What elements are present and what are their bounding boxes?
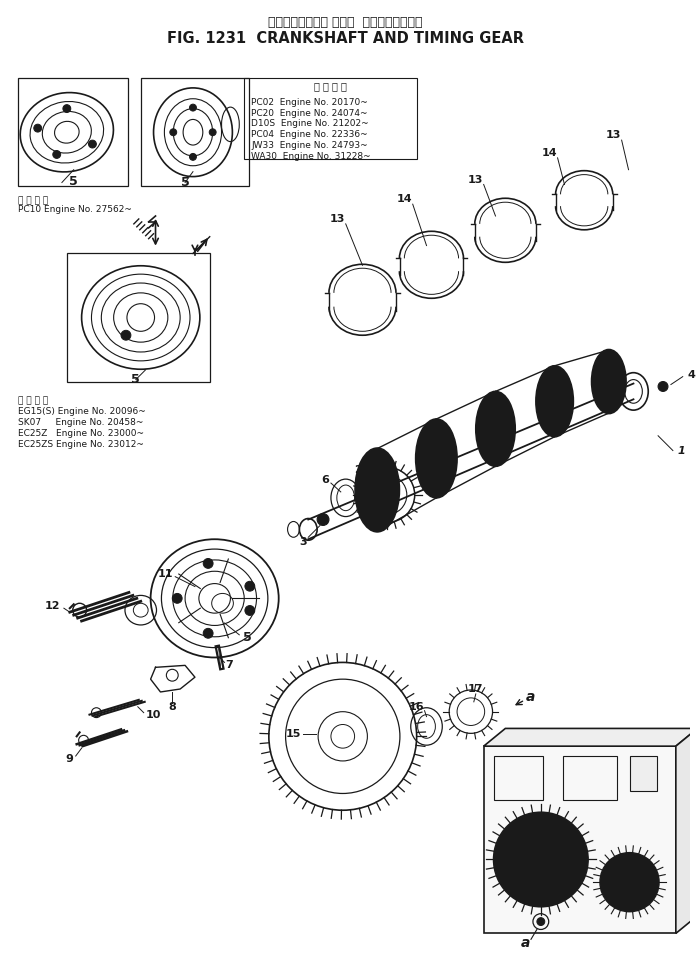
Text: 1: 1 [677,445,686,456]
Text: D10S  Engine No. 21202~: D10S Engine No. 21202~ [251,120,369,129]
Ellipse shape [415,419,457,498]
Text: SK07     Engine No. 20458~: SK07 Engine No. 20458~ [17,418,143,427]
Text: 13: 13 [468,174,484,184]
Text: EC25ZS Engine No. 23012~: EC25ZS Engine No. 23012~ [17,439,144,449]
Text: PC02  Engine No. 20170~: PC02 Engine No. 20170~ [251,97,368,107]
Ellipse shape [355,448,399,532]
Text: 13: 13 [606,131,622,140]
Bar [67,253,210,382]
Bar [629,756,657,791]
Circle shape [245,581,255,591]
Text: PC04  Engine No. 22336~: PC04 Engine No. 22336~ [251,131,368,139]
Ellipse shape [536,366,574,436]
Text: 5: 5 [70,175,78,188]
Text: 13: 13 [330,214,346,224]
Circle shape [658,382,668,392]
Text: PC20  Engine No. 24074~: PC20 Engine No. 24074~ [251,108,367,118]
Text: EC25Z   Engine No. 23000~: EC25Z Engine No. 23000~ [17,429,144,438]
Text: クランクシャフト および  タイミングギヤー: クランクシャフト および タイミングギヤー [268,17,423,29]
Ellipse shape [476,392,515,467]
Circle shape [209,129,216,135]
Text: 適 用 号 機: 適 用 号 機 [17,396,47,405]
Bar [17,78,128,186]
Polygon shape [676,729,697,933]
Text: 5: 5 [181,176,190,189]
Text: 3: 3 [300,538,307,547]
Text: 11: 11 [158,569,173,579]
Circle shape [190,154,197,161]
Bar [141,78,249,186]
Circle shape [204,558,213,569]
Circle shape [317,513,329,525]
Text: JW33  Engine No. 24793~: JW33 Engine No. 24793~ [251,141,368,150]
Circle shape [537,918,545,925]
Text: 6: 6 [321,475,329,485]
Text: 4: 4 [688,370,696,380]
Circle shape [121,330,131,340]
Circle shape [170,129,177,135]
Circle shape [89,140,96,148]
Bar [562,756,617,801]
Text: 5: 5 [243,631,252,644]
Text: 適 用 号 機: 適 用 号 機 [17,197,47,206]
Bar [244,78,417,159]
Text: 12: 12 [45,601,60,612]
Circle shape [63,104,71,113]
Circle shape [493,812,588,907]
Circle shape [245,606,255,616]
Polygon shape [484,729,697,746]
Text: 適 用 号 機: 適 用 号 機 [314,81,346,91]
Text: 5: 5 [132,373,140,386]
Bar [484,746,676,933]
Text: 10: 10 [146,710,161,720]
Circle shape [172,593,182,603]
Text: 8: 8 [169,701,176,712]
Text: 14: 14 [397,194,413,205]
Text: 7: 7 [226,660,233,670]
Circle shape [33,125,42,132]
Bar [493,756,543,801]
Ellipse shape [592,350,626,414]
Text: EG15(S) Engine No. 20096~: EG15(S) Engine No. 20096~ [17,407,145,416]
Circle shape [190,104,197,111]
Text: FIG. 1231  CRANKSHAFT AND TIMING GEAR: FIG. 1231 CRANKSHAFT AND TIMING GEAR [167,31,524,46]
Text: 14: 14 [542,148,558,158]
Text: a: a [521,936,530,951]
Text: 2: 2 [353,466,362,475]
Circle shape [204,628,213,638]
Text: PC10 Engine No. 27562~: PC10 Engine No. 27562~ [17,206,132,214]
Text: 16: 16 [409,701,424,712]
Text: 9: 9 [66,754,74,764]
Text: WA30  Engine No. 31228~: WA30 Engine No. 31228~ [251,152,371,161]
Circle shape [53,151,61,159]
Circle shape [600,852,659,912]
Text: 17: 17 [468,684,484,694]
Text: a: a [526,690,535,704]
Text: 15: 15 [286,730,301,739]
Text: 2: 2 [362,473,369,483]
